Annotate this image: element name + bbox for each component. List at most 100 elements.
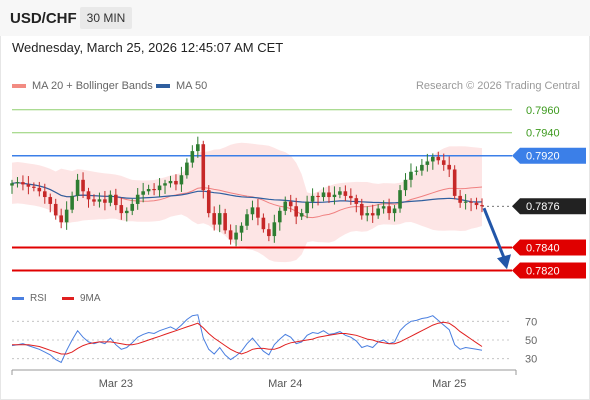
candle-body [223, 213, 227, 231]
candle-32 [185, 158, 189, 179]
candle-body [146, 189, 151, 192]
candle-body [239, 225, 244, 233]
candle-56 [316, 192, 320, 206]
candle-body [196, 144, 200, 152]
candle-body [310, 195, 315, 202]
candle-33 [190, 145, 195, 168]
candle-83 [463, 194, 468, 210]
legend-rsi-ma: 9MA [62, 293, 101, 304]
candle-20 [119, 197, 124, 220]
ma50-swatch [156, 84, 170, 89]
candle-body [272, 222, 277, 237]
candle-body [48, 197, 53, 204]
candle-body [32, 186, 36, 188]
candle-17 [103, 190, 107, 211]
candle-37 [212, 206, 217, 231]
candle-body [59, 215, 63, 223]
candle-body [480, 205, 484, 207]
candle-62 [349, 188, 353, 205]
candle-10 [64, 201, 69, 230]
candle-16 [97, 192, 102, 208]
candle-body [338, 191, 342, 195]
candle-body [436, 156, 441, 161]
candle-body [141, 191, 145, 195]
candle-body [174, 180, 178, 185]
candle-body [343, 191, 348, 196]
candle-body [305, 201, 309, 214]
candle-60 [338, 187, 342, 199]
candle-body [288, 201, 293, 207]
candle-body [267, 229, 271, 237]
candle-78 [436, 151, 441, 165]
candle-body [458, 195, 462, 203]
candle-body [217, 213, 222, 225]
candle-body [392, 208, 397, 214]
candle-body [92, 199, 96, 202]
candle-body [168, 180, 173, 184]
candle-body [250, 207, 255, 215]
candle-43 [245, 209, 249, 231]
candle-52 [294, 197, 298, 225]
level-label-0.7920: 0.7920 [526, 151, 560, 163]
candle-body [75, 179, 80, 196]
candle-body [398, 190, 402, 209]
ma20-label: MA 20 + Bollinger Bands [32, 80, 153, 92]
candle-0 [10, 179, 14, 194]
header-bar: USD/CHF 30 MIN [0, 0, 590, 36]
candle-35 [201, 140, 206, 199]
candle-body [179, 175, 184, 185]
candle-body [431, 156, 435, 162]
candle-40 [228, 224, 233, 245]
candle-body [42, 191, 47, 198]
candle-body [103, 199, 107, 203]
candle-15 [92, 194, 96, 206]
timeframe-button[interactable]: 30 MIN [80, 7, 132, 29]
candle-63 [354, 194, 359, 213]
candle-body [10, 183, 14, 186]
candle-80 [447, 156, 452, 178]
candle-body [469, 201, 473, 203]
candle-28 [163, 179, 167, 194]
candle-body [277, 210, 282, 223]
candle-72 [403, 173, 408, 197]
candle-66 [370, 204, 375, 223]
candle-57 [321, 187, 326, 202]
candle-41 [234, 225, 238, 247]
candle-38 [217, 204, 222, 233]
candle-53 [299, 208, 304, 220]
candle-body [420, 164, 424, 171]
candle-body [327, 192, 331, 198]
candle-24 [141, 182, 145, 203]
candle-body [228, 230, 233, 240]
candle-body [452, 169, 457, 196]
candle-84 [469, 198, 473, 212]
legend-rsi: RSI [12, 293, 47, 304]
candle-body [157, 185, 162, 191]
candle-body [294, 206, 298, 217]
candle-body [332, 194, 337, 198]
candle-12 [75, 173, 80, 201]
candle-body [256, 207, 260, 218]
candle-body [152, 189, 156, 191]
bollinger-band-area [12, 142, 482, 263]
candle-50 [283, 196, 288, 216]
legend-ma20: MA 20 + Bollinger Bands [12, 80, 153, 92]
candle-body [349, 195, 353, 199]
candle-6 [42, 183, 47, 204]
candle-13 [81, 172, 85, 199]
ma20-swatch [12, 84, 26, 89]
rsi-tick-30: 30 [525, 354, 537, 366]
x-tick-label: Mar 24 [268, 378, 302, 390]
candle-body [409, 171, 413, 180]
candle-75 [420, 158, 424, 176]
candle-47 [267, 223, 271, 242]
candle-26 [152, 183, 156, 196]
candle-76 [425, 153, 430, 172]
candle-36 [206, 185, 211, 218]
rsi-line [11, 314, 483, 364]
candle-77 [431, 153, 435, 170]
candle-body [201, 144, 206, 191]
candle-4 [32, 182, 36, 192]
candle-58 [327, 185, 331, 203]
